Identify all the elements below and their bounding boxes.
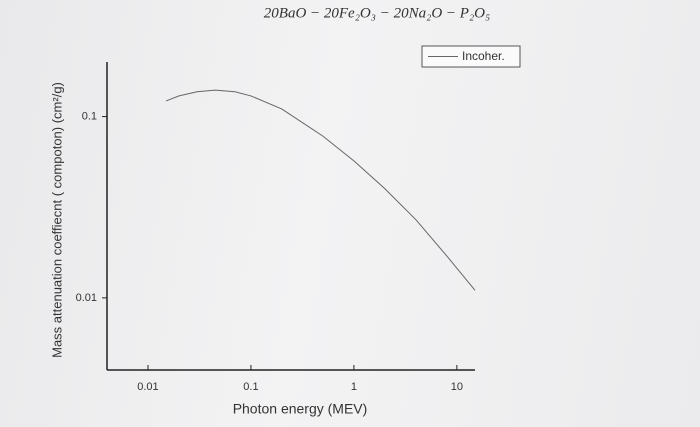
series-line xyxy=(165,89,476,291)
chart-title: 20BaO − 20Fe₂O₃ − 20Na₂O − P₂O₅ xyxy=(264,5,490,21)
y-tick-label: 0.1 xyxy=(82,110,97,122)
x-axis-label: Photon energy (MEV) xyxy=(233,401,368,417)
x-tick-label: 0.01 xyxy=(137,381,158,393)
x-tick-label: 0.1 xyxy=(243,381,258,393)
y-axis-label: Mass attenuation coeffiecnt ( compoton) … xyxy=(49,82,64,358)
y-tick-label: 0.01 xyxy=(76,292,97,304)
legend-box xyxy=(421,45,521,68)
x-tick-label: 10 xyxy=(451,381,463,393)
x-tick-label: 1 xyxy=(351,381,357,393)
legend-label: Incoher. xyxy=(462,49,505,63)
